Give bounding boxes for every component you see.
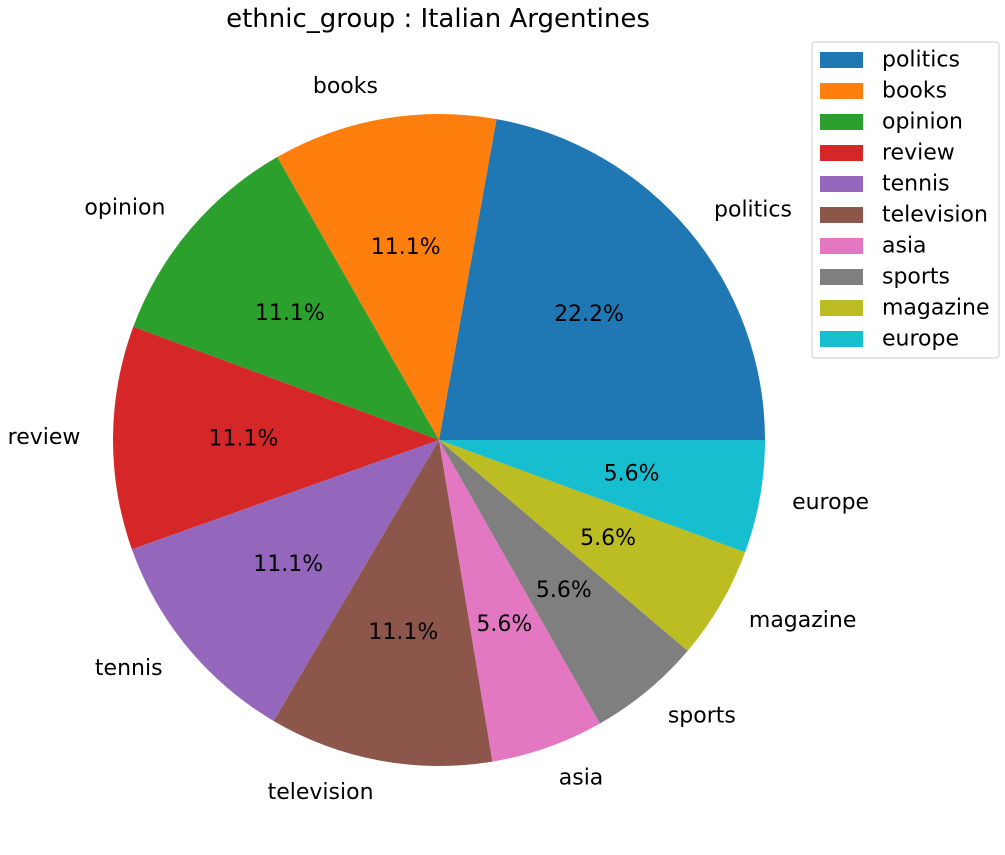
pie-slice-television xyxy=(273,440,493,766)
slice-label-sports: sports xyxy=(668,704,736,729)
legend-label-asia: asia xyxy=(882,234,927,259)
pie-slice-labels: politics books opinion review tennis televisi… xyxy=(8,74,869,805)
slice-label-magazine: magazine xyxy=(749,608,857,633)
slice-label-books: books xyxy=(313,74,378,99)
slice-label-politics: politics xyxy=(714,197,792,222)
legend-label-magazine: magazine xyxy=(882,296,990,321)
percent-label-opinion: 11.1% xyxy=(255,301,325,326)
pie-slice-tennis xyxy=(131,440,440,721)
legend-swatch-review xyxy=(820,145,863,161)
percent-label-tennis: 11.1% xyxy=(253,552,323,577)
legend-swatch-tennis xyxy=(820,176,863,192)
percent-label-asia: 5.6% xyxy=(476,612,532,637)
legend: politics books opinion review tennis televisi… xyxy=(811,41,1000,359)
pie-slice-sports xyxy=(439,440,688,724)
legend-swatch-opinion xyxy=(820,114,863,130)
pie-slices xyxy=(113,113,765,766)
pie-slice-politics xyxy=(439,119,765,440)
legend-swatch-politics xyxy=(820,52,863,68)
chart-title: ethnic_group : Italian Argentines xyxy=(226,4,650,34)
slice-label-tennis: tennis xyxy=(95,656,163,681)
percent-label-europe: 5.6% xyxy=(604,462,660,487)
pie-slice-asia xyxy=(439,440,600,762)
legend-items: politics books opinion review tennis televisi… xyxy=(820,48,990,352)
pie-slice-opinion xyxy=(133,156,439,441)
legend-swatch-asia xyxy=(820,238,863,254)
legend-label-sports: sports xyxy=(882,265,950,290)
legend-label-television: television xyxy=(882,203,988,228)
percent-label-politics: 22.2% xyxy=(554,302,624,327)
pie-slice-europe xyxy=(439,440,765,553)
legend-swatch-europe xyxy=(820,331,863,347)
percent-label-magazine: 5.6% xyxy=(580,526,636,551)
legend-swatch-magazine xyxy=(820,300,863,316)
legend-swatch-books xyxy=(820,83,863,99)
legend-swatch-sports xyxy=(820,269,863,285)
legend-label-europe: europe xyxy=(882,327,959,352)
legend-label-opinion: opinion xyxy=(882,110,963,135)
percent-label-review: 11.1% xyxy=(208,426,278,451)
pie-slice-books xyxy=(277,113,497,440)
slice-label-opinion: opinion xyxy=(84,196,165,221)
legend-label-politics: politics xyxy=(882,48,960,73)
pie-percent-labels: 22.2%11.1%11.1%11.1%11.1%11.1% 5.6%5.6%5.… xyxy=(208,235,659,645)
legend-label-review: review xyxy=(882,141,955,166)
percent-label-sports: 5.6% xyxy=(536,578,592,603)
slice-label-television: television xyxy=(268,780,374,805)
legend-label-tennis: tennis xyxy=(882,172,950,197)
pie-slice-magazine xyxy=(439,440,746,651)
percent-label-television: 11.1% xyxy=(368,620,438,645)
legend-swatch-television xyxy=(820,207,863,223)
pie-slice-review xyxy=(113,326,439,550)
slice-label-review: review xyxy=(8,425,81,450)
slice-label-europe: europe xyxy=(792,490,869,515)
slice-label-asia: asia xyxy=(559,766,604,791)
percent-label-books: 11.1% xyxy=(371,235,441,260)
legend-label-books: books xyxy=(882,79,947,104)
